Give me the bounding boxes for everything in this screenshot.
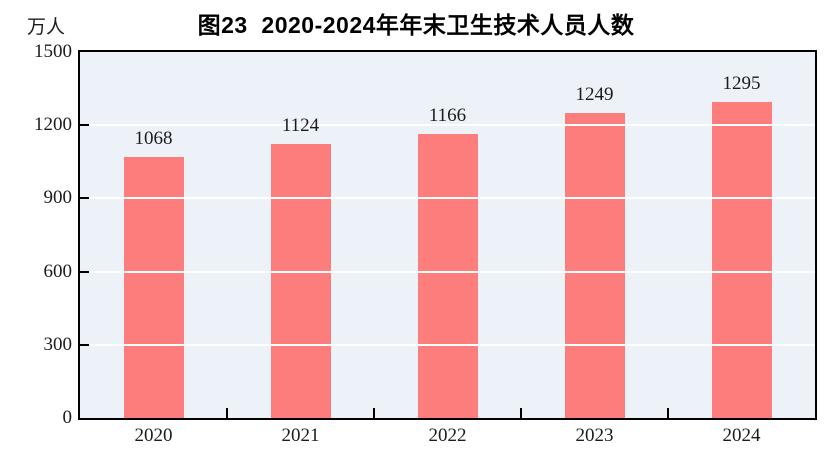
x-tick-mark-2: [373, 408, 375, 418]
bar-value-label-2020: 1068: [134, 128, 173, 150]
x-tick-mark-3: [520, 408, 522, 418]
x-tick-label-2020: 2020: [134, 425, 173, 446]
y-tick-label-600: 600: [43, 260, 73, 282]
y-tick-label-300: 300: [43, 333, 73, 355]
chart-title: 图23 2020-2024年年末卫生技术人员人数: [197, 12, 635, 38]
plot-area: 1068 1124 1166 1249 1295: [78, 50, 817, 420]
x-tick-mark-1: [226, 408, 228, 418]
bar-2022: [417, 133, 478, 418]
bar-value-label-2021: 1124: [281, 114, 320, 136]
x-tick-label-2021: 2021: [281, 425, 320, 446]
x-tick-label-2022: 2022: [428, 425, 467, 446]
bar-2023: [564, 113, 625, 418]
bar-value-label-2024: 1295: [722, 73, 761, 95]
y-tick-label-900: 900: [43, 187, 73, 209]
gridline-900: [80, 197, 815, 200]
gridline-600: [80, 270, 815, 273]
bar-2021: [270, 143, 331, 418]
gridline-1200: [80, 124, 815, 127]
bar-value-label-2023: 1249: [575, 84, 614, 106]
x-tick-mark-4: [667, 408, 669, 418]
y-tick-label-0: 0: [62, 407, 73, 428]
bar-2020: [123, 157, 184, 418]
y-tick-mark-900: [80, 197, 89, 200]
y-axis-unit-label: 万人: [27, 17, 66, 38]
bar-value-label-2022: 1166: [428, 104, 467, 126]
y-tick-mark-300: [80, 343, 89, 346]
y-tick-label-1500: 1500: [34, 41, 72, 62]
x-tick-label-2024: 2024: [722, 425, 761, 446]
y-tick-mark-600: [80, 270, 89, 273]
x-tick-label-2023: 2023: [575, 425, 614, 446]
y-tick-mark-1200: [80, 124, 89, 127]
y-tick-label-1200: 1200: [34, 114, 72, 136]
bar-2024: [711, 102, 772, 418]
gridline-300: [80, 343, 815, 346]
